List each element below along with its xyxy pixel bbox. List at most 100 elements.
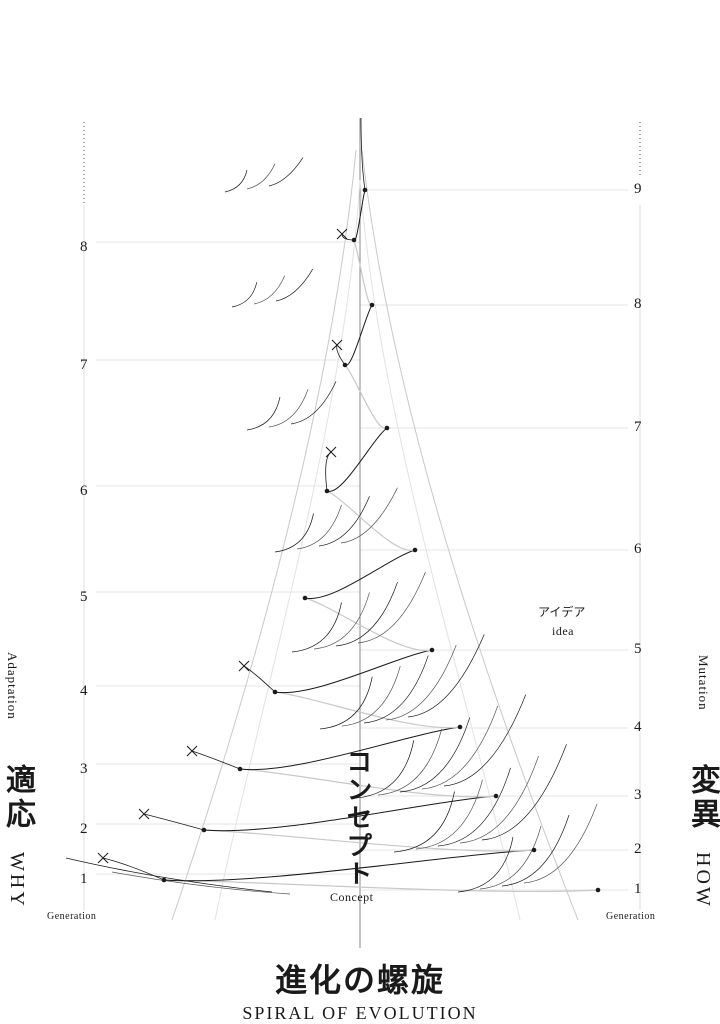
idea-branch	[253, 275, 286, 305]
right-generation-tick: 7	[634, 419, 642, 435]
cross-mark-icon	[186, 745, 198, 757]
spiral-back-segment	[274, 691, 461, 729]
right-generation-tick: 9	[634, 181, 642, 197]
node-dot-icon	[272, 689, 278, 695]
idea-branch	[275, 268, 314, 302]
right-generation-label: Generation	[606, 911, 656, 922]
idea-branch	[224, 169, 248, 193]
idea-branches	[65, 157, 598, 895]
idea-branch	[296, 504, 342, 550]
idea-branch	[415, 779, 483, 850]
node-dot-icon	[531, 847, 537, 853]
right-generation-tick: 6	[634, 541, 642, 557]
right-generation-tick: 4	[634, 719, 642, 735]
idea-label-en: idea	[552, 624, 574, 638]
cross-mark-icon	[97, 852, 109, 864]
extinct-branch	[191, 750, 241, 770]
left-generation-tick: 6	[80, 483, 88, 499]
spiral-path	[163, 117, 599, 893]
right-generation-tick: 3	[634, 787, 642, 803]
axis-lines	[83, 122, 641, 910]
right-generation-tick: 5	[634, 641, 642, 657]
idea-branch	[274, 513, 314, 553]
idea-branch	[385, 644, 457, 721]
node-dot-icon	[595, 887, 601, 893]
extinct-branch	[325, 451, 332, 492]
cross-mark-icon	[331, 339, 343, 351]
idea-branch	[313, 592, 370, 650]
idea-branch	[335, 581, 398, 647]
node-dot-icon	[457, 724, 463, 730]
idea-branch	[357, 571, 426, 644]
spiral-front-segment	[239, 726, 461, 771]
node-dot-icon	[324, 488, 330, 494]
left-generation-tick: 2	[80, 821, 88, 837]
left-generation-tick: 4	[80, 683, 88, 699]
right-generation-tick: 8	[634, 296, 642, 312]
idea-branch	[501, 814, 570, 887]
left-generation-tick: 8	[80, 239, 88, 255]
node-dot-icon	[369, 302, 375, 308]
spiral-back-segment	[203, 829, 535, 852]
idea-branch	[459, 755, 539, 844]
idea-branch	[65, 857, 273, 893]
idea-branch	[479, 825, 542, 890]
idea-branch	[318, 496, 370, 547]
idea-branch	[363, 655, 429, 724]
spiral-markers	[97, 187, 601, 893]
spiral-front-segment	[203, 795, 497, 832]
concept-label-ja: コンセプト	[342, 748, 372, 888]
idea-branch	[377, 728, 443, 796]
idea-branch	[421, 705, 499, 790]
extinct-branch	[143, 813, 205, 831]
cone-right-edge	[361, 149, 579, 921]
extinct-branch	[336, 344, 346, 366]
idea-branch	[290, 381, 337, 425]
cone-inner-left	[214, 179, 361, 921]
idea-branch	[319, 676, 373, 730]
node-dot-icon	[302, 595, 308, 601]
node-dot-icon	[412, 547, 418, 553]
idea-branch	[393, 791, 455, 853]
why-label: WHY	[6, 852, 28, 909]
node-dot-icon	[342, 362, 348, 368]
right-generation-tick: 1	[634, 881, 642, 897]
node-dot-icon	[493, 793, 499, 799]
node-dot-icon	[201, 827, 207, 833]
spiral-back-segment	[239, 768, 497, 798]
adaptation-kanji: 適応	[0, 764, 35, 832]
spiral-front-segment	[326, 427, 388, 492]
node-dot-icon	[429, 647, 435, 653]
cone-inner-right	[359, 179, 521, 921]
cross-mark-icon	[238, 660, 250, 672]
spiral-front-segment	[304, 549, 416, 599]
cone-left-edge	[171, 149, 357, 921]
page-title-ja: 進化の螺旋	[274, 961, 445, 999]
left-generation-tick: 3	[80, 761, 88, 777]
idea-branch	[443, 694, 527, 787]
mutation-kanji: 変異	[685, 764, 720, 832]
spiral-tail	[360, 117, 366, 191]
node-dot-icon	[362, 187, 368, 193]
page-title-en: SPIRAL OF EVOLUTION	[242, 1003, 478, 1023]
concept-cone	[171, 118, 579, 948]
idea-branch	[231, 282, 258, 308]
spiral-front-segment	[163, 849, 535, 882]
idea-branch	[268, 389, 309, 428]
cross-mark-icon	[336, 228, 348, 240]
spiral-front-segment	[344, 304, 373, 366]
idea-branch	[246, 396, 281, 431]
idea-branch	[437, 767, 511, 847]
concept-label-en: Concept	[330, 890, 374, 904]
node-dot-icon	[161, 877, 167, 883]
idea-branch	[291, 602, 342, 653]
idea-branch	[111, 871, 291, 895]
spiral-back-segment	[326, 490, 416, 551]
spiral-back-segment	[304, 597, 433, 652]
generation-gridlines	[96, 189, 628, 891]
node-dot-icon	[237, 766, 243, 772]
idea-branch	[340, 487, 398, 544]
left-generation-tick: 5	[80, 589, 88, 605]
idea-branch	[481, 744, 567, 841]
